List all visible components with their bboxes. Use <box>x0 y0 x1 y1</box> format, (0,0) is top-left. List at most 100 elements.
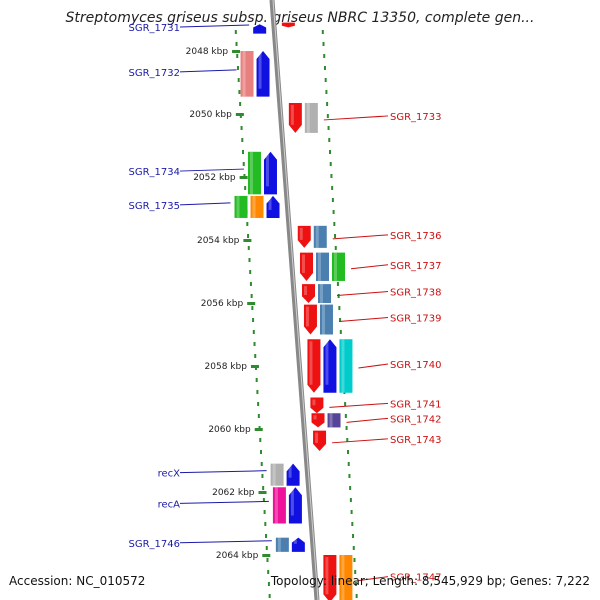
guide-dot-right <box>352 546 355 550</box>
gene-feature-gRecA-0[interactable] <box>272 487 286 524</box>
gene-feature-gRecX-0[interactable] <box>270 463 284 486</box>
gene-label-g1737[interactable]: SGR_1737 <box>390 261 442 272</box>
gene-feature-g1736-1[interactable] <box>313 225 327 248</box>
guide-dot-left <box>250 294 253 298</box>
gene-feature-g1740-0[interactable] <box>307 339 321 393</box>
ruler-label: 2062 kbp <box>212 488 255 498</box>
gene-feature-g1733-0[interactable] <box>288 102 302 133</box>
gene-feature-g1746-0[interactable] <box>275 537 289 552</box>
guide-dot-right <box>344 414 347 418</box>
gene-feature-shine <box>236 195 240 218</box>
gene-label-g1738[interactable]: SGR_1738 <box>390 288 442 299</box>
gene-feature-g1740-2[interactable] <box>339 339 353 393</box>
gene-feature-g1740-1[interactable] <box>323 339 337 393</box>
gene-feature-shine <box>293 539 297 544</box>
guide-dot-left <box>249 270 252 274</box>
gene-label-g1731[interactable]: SGR_1731 <box>129 23 181 34</box>
guide-dot-left <box>254 354 257 358</box>
ruler-label: 2054 kbp <box>197 236 240 246</box>
gene-label-g1746[interactable]: SGR_1746 <box>129 539 181 550</box>
gene-feature-g1732-1[interactable] <box>256 51 270 97</box>
gene-feature-g1746-1[interactable] <box>291 537 305 552</box>
gene-label-g1741[interactable]: SGR_1741 <box>390 399 442 410</box>
guide-dot-left <box>267 570 270 574</box>
gene-feature-g1737-2[interactable] <box>332 252 346 281</box>
gene-label-g1740[interactable]: SGR_1740 <box>390 360 442 371</box>
guide-dot-left <box>237 78 240 82</box>
guide-dot-right <box>324 78 327 82</box>
gene-feature-g1747-0[interactable] <box>323 555 337 600</box>
gene-label-gRecX[interactable]: recX <box>158 469 181 480</box>
gene-label-g1743[interactable]: SGR_1743 <box>390 435 442 446</box>
gene-feature-g1735-1[interactable] <box>250 195 264 218</box>
guide-dot-left <box>259 438 262 442</box>
guide-dot-right <box>339 318 342 322</box>
gene-feature-g1734-0[interactable] <box>247 151 261 195</box>
gene-feature-g1747-1[interactable] <box>339 555 353 600</box>
guide-dot-right <box>323 54 326 58</box>
gene-feature-g1738-0[interactable] <box>302 284 316 303</box>
gene-feature-gRecX-1[interactable] <box>286 463 300 486</box>
gene-label-g1735[interactable]: SGR_1735 <box>129 201 181 212</box>
ruler-tick <box>262 554 271 557</box>
gene-label-g1736[interactable]: SGR_1736 <box>390 231 442 242</box>
gene-feature-g1739-0[interactable] <box>303 304 317 335</box>
gene-feature-shine <box>299 227 303 240</box>
guide-dot-left <box>265 534 268 538</box>
gene-label-g1747[interactable]: SGR_1747 <box>390 573 442 584</box>
guide-dot-right <box>329 150 331 154</box>
guide-dot-right <box>332 210 335 214</box>
gene-feature-g1734-1[interactable] <box>263 151 277 195</box>
guide-dot-left <box>247 234 250 238</box>
guide-dot-right <box>334 246 337 250</box>
gene-label-g1739[interactable]: SGR_1739 <box>390 314 442 325</box>
gene-label-g1734[interactable]: SGR_1734 <box>129 167 181 178</box>
gene-label-leader <box>358 576 389 582</box>
gene-feature-gRecA-1[interactable] <box>288 487 302 524</box>
gene-feature-shine <box>329 413 333 428</box>
gene-feature-shine <box>312 399 316 406</box>
gene-feature-g1731-0[interactable] <box>253 24 267 34</box>
guide-dot-right <box>331 186 334 190</box>
gene-feature-g1742-1[interactable] <box>327 413 341 428</box>
gene-feature-g1732-0[interactable] <box>240 51 254 97</box>
gene-feature-g1736-0[interactable] <box>297 225 311 248</box>
gene-feature-g1737-1[interactable] <box>316 252 330 281</box>
guide-dot-left <box>251 306 254 310</box>
gene-feature-g1741-0[interactable] <box>310 397 324 414</box>
gene-feature-shine <box>290 104 294 125</box>
gene-label-g1732[interactable]: SGR_1732 <box>129 68 181 79</box>
gene-feature-shine <box>265 153 269 187</box>
gene-label-g1742[interactable]: SGR_1742 <box>390 414 442 425</box>
gene-feature-g1737-0[interactable] <box>300 252 314 281</box>
guide-dot-left <box>252 330 255 334</box>
gene-feature-g1735-2[interactable] <box>266 195 280 218</box>
gene-feature-g1733-1[interactable] <box>304 102 318 133</box>
gene-label-gRecA[interactable]: recA <box>158 499 181 510</box>
gene-feature-shine <box>325 341 329 385</box>
guide-dot-left <box>252 318 255 322</box>
gene-feature-g1738-1[interactable] <box>318 284 332 303</box>
ruler-tick <box>258 491 267 494</box>
guide-dot-right <box>326 102 329 106</box>
gene-feature-g1743-0[interactable] <box>313 430 327 452</box>
guide-dot-left <box>242 162 245 166</box>
gene-feature-g-top-red-0[interactable] <box>281 22 295 28</box>
gene-feature-g1739-1[interactable] <box>319 304 333 335</box>
gene-label-leader <box>323 115 389 121</box>
gene-label-leader <box>332 438 389 444</box>
ruler-label: 2056 kbp <box>201 299 244 309</box>
gene-feature-shine <box>341 339 345 393</box>
gene-label-g1733[interactable]: SGR_1733 <box>390 112 442 123</box>
gene-feature-shine <box>305 306 309 327</box>
gene-feature-g1735-0[interactable] <box>234 195 248 218</box>
gene-feature-shine <box>315 225 319 248</box>
gene-feature-shine <box>242 51 246 97</box>
gene-label-leader <box>332 234 389 240</box>
ruler-label: 2048 kbp <box>186 47 229 57</box>
guide-dot-left <box>260 450 262 454</box>
accession-text: Accession: NC_010572 <box>9 574 146 588</box>
gene-feature-g1742-0[interactable] <box>311 413 325 428</box>
